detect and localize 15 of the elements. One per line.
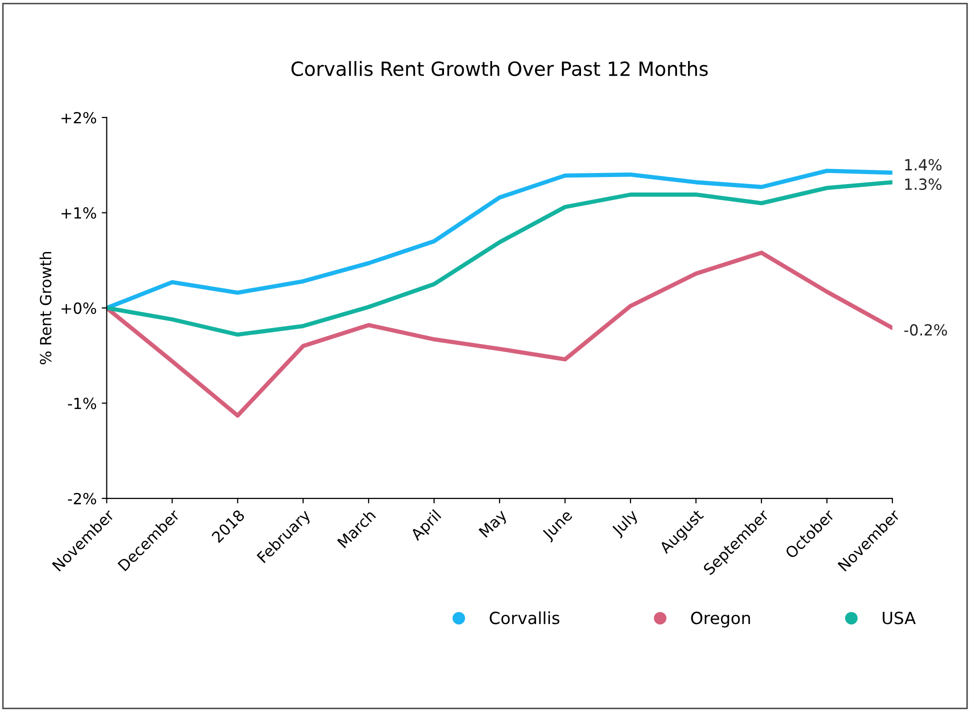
data-label: 1.3% xyxy=(905,178,942,190)
chart-title: Corvallis Rent Growth Over Past 12 Months xyxy=(291,61,708,76)
legend-label: Oregon xyxy=(691,612,750,628)
y-axis-title: % Rent Growth xyxy=(40,252,52,364)
y-tick-label: -2% xyxy=(68,492,96,504)
line-series xyxy=(106,250,892,418)
data-label: -0.2% xyxy=(904,324,947,336)
data-label: 1.4% xyxy=(905,158,942,171)
y-tick-label: +1% xyxy=(62,207,96,219)
y-tick-label: -1% xyxy=(68,398,96,410)
legend-label: Corvallis xyxy=(490,611,560,624)
legend-label: USA xyxy=(882,612,916,624)
y-tick-label: +0% xyxy=(62,302,96,314)
line-series xyxy=(106,180,892,337)
y-tick-label: +2% xyxy=(62,112,96,124)
